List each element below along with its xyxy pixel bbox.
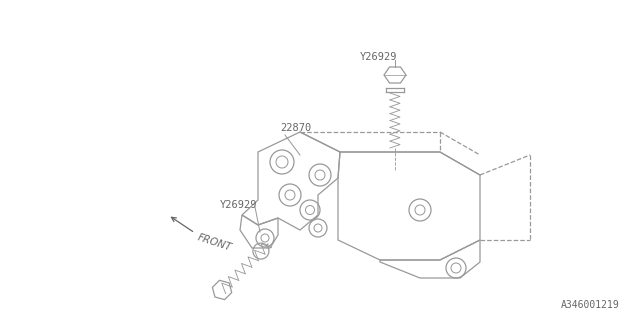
Text: 22870: 22870: [280, 123, 311, 133]
Text: Y26929: Y26929: [360, 52, 397, 62]
Text: Y26929: Y26929: [220, 200, 257, 210]
Text: A346001219: A346001219: [561, 300, 620, 310]
Text: FRONT: FRONT: [196, 232, 233, 252]
